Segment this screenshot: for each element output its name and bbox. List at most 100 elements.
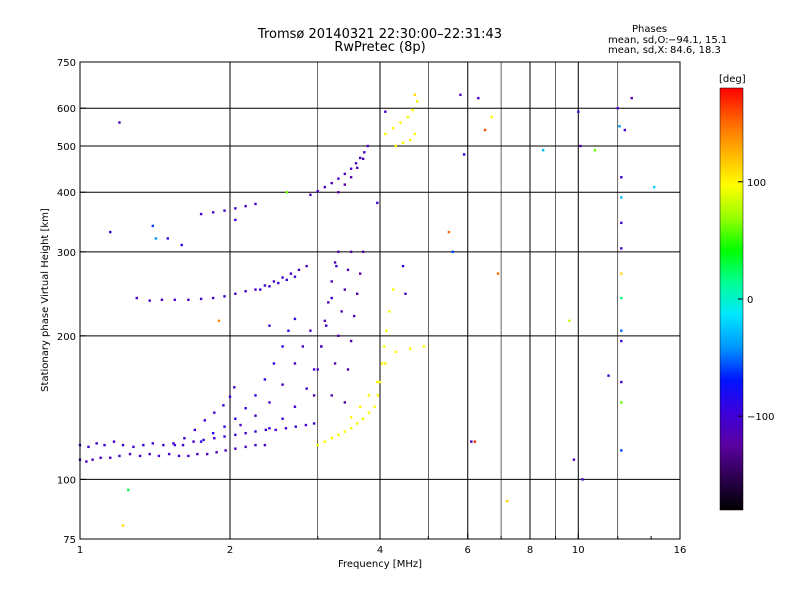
data-point xyxy=(327,301,330,304)
data-point-isolated xyxy=(151,224,155,228)
data-point xyxy=(287,329,290,332)
y-tick-label: 75 xyxy=(63,535,76,546)
data-point xyxy=(205,452,209,456)
data-point-isolated xyxy=(451,250,455,254)
colorbar-tick-label: 0 xyxy=(747,295,753,306)
data-point xyxy=(355,292,359,295)
ticks-layer: 1 2 4 6 8 10 16 75 100 200 300 400 500 600 750 xyxy=(57,58,686,556)
data-point xyxy=(193,428,197,432)
data-point xyxy=(263,443,267,447)
phase-stats-x-label: mean, sd,X: xyxy=(608,45,668,56)
chart-title: Tromsø 20140321 22:30:00–22:31:43 xyxy=(257,27,503,42)
data-point xyxy=(187,298,190,301)
data-point xyxy=(409,347,412,350)
data-point xyxy=(401,141,405,144)
data-point xyxy=(244,431,247,435)
data-point xyxy=(234,433,237,437)
data-point-isolated xyxy=(496,272,500,275)
data-point xyxy=(284,427,288,430)
data-point xyxy=(234,447,237,450)
data-point xyxy=(330,394,333,397)
data-point xyxy=(394,144,397,148)
data-point xyxy=(285,278,288,282)
data-point xyxy=(293,405,297,408)
data-point-isolated xyxy=(470,440,473,443)
data-point xyxy=(325,324,328,327)
x-tick-label: 10 xyxy=(572,545,585,556)
data-point xyxy=(415,100,419,103)
data-point xyxy=(349,427,353,430)
data-point xyxy=(222,404,225,407)
data-point xyxy=(121,443,125,447)
data-point xyxy=(312,368,316,371)
data-point xyxy=(281,417,284,420)
data-point xyxy=(95,442,98,445)
data-point xyxy=(160,298,164,301)
phase-stats-heading: Phases xyxy=(632,24,668,35)
data-point xyxy=(263,284,267,287)
y-axis-label: Stationary phase Virtual Height [km] xyxy=(40,208,51,392)
data-point-isolated xyxy=(483,128,487,132)
data-point xyxy=(224,449,227,452)
data-point xyxy=(244,445,247,449)
data-point-isolated xyxy=(268,324,271,327)
data-point xyxy=(112,440,116,443)
x-tick-label: 2 xyxy=(227,545,233,556)
data-point-isolated xyxy=(577,110,580,113)
data-points-layer xyxy=(78,93,656,527)
data-point xyxy=(384,132,387,136)
y-tick-label: 400 xyxy=(57,188,76,199)
data-point xyxy=(358,272,362,275)
data-point xyxy=(309,329,312,332)
data-point xyxy=(361,157,365,161)
x-axis-label: Frequency [MHz] xyxy=(338,559,422,570)
data-point-isolated xyxy=(618,125,621,128)
data-point xyxy=(349,416,353,419)
data-point xyxy=(293,275,297,278)
data-point xyxy=(363,151,366,154)
data-point-isolated xyxy=(404,292,407,295)
data-point xyxy=(239,423,242,427)
data-point xyxy=(215,451,218,454)
data-point xyxy=(399,121,402,124)
data-point xyxy=(340,310,343,313)
data-point xyxy=(330,437,333,440)
data-point xyxy=(343,430,347,433)
data-point xyxy=(148,452,151,456)
data-point-isolated xyxy=(620,221,623,225)
data-point xyxy=(304,423,308,427)
data-point xyxy=(268,401,271,404)
data-point xyxy=(177,454,181,458)
data-point-isolated xyxy=(607,374,610,377)
data-point xyxy=(406,115,410,119)
data-point xyxy=(391,288,395,291)
data-point xyxy=(118,454,121,458)
data-point-isolated xyxy=(285,191,288,194)
data-point xyxy=(312,422,316,425)
data-point xyxy=(373,405,376,408)
data-point xyxy=(323,185,327,189)
data-point xyxy=(211,296,215,300)
data-point xyxy=(366,144,369,148)
data-point xyxy=(409,138,412,142)
data-point-isolated xyxy=(384,110,387,113)
data-point xyxy=(167,452,171,456)
data-point xyxy=(128,452,132,456)
data-point xyxy=(244,407,247,410)
phase-stats-o-values: −94.1, 15.1 xyxy=(668,35,728,46)
data-point-isolated xyxy=(447,230,451,234)
data-point-isolated xyxy=(109,230,112,234)
data-point-isolated xyxy=(620,272,623,275)
data-point xyxy=(355,422,359,425)
data-point-isolated xyxy=(473,440,477,443)
chart-subtitle: RwPretec (8p) xyxy=(334,40,426,55)
data-point xyxy=(233,386,236,389)
data-point xyxy=(85,460,88,463)
colorbar-tick-label: 100 xyxy=(747,178,766,189)
x-tick-label: 4 xyxy=(377,545,383,556)
data-point xyxy=(157,454,161,458)
data-point xyxy=(352,314,356,318)
data-point xyxy=(228,395,232,398)
data-point xyxy=(378,380,382,384)
